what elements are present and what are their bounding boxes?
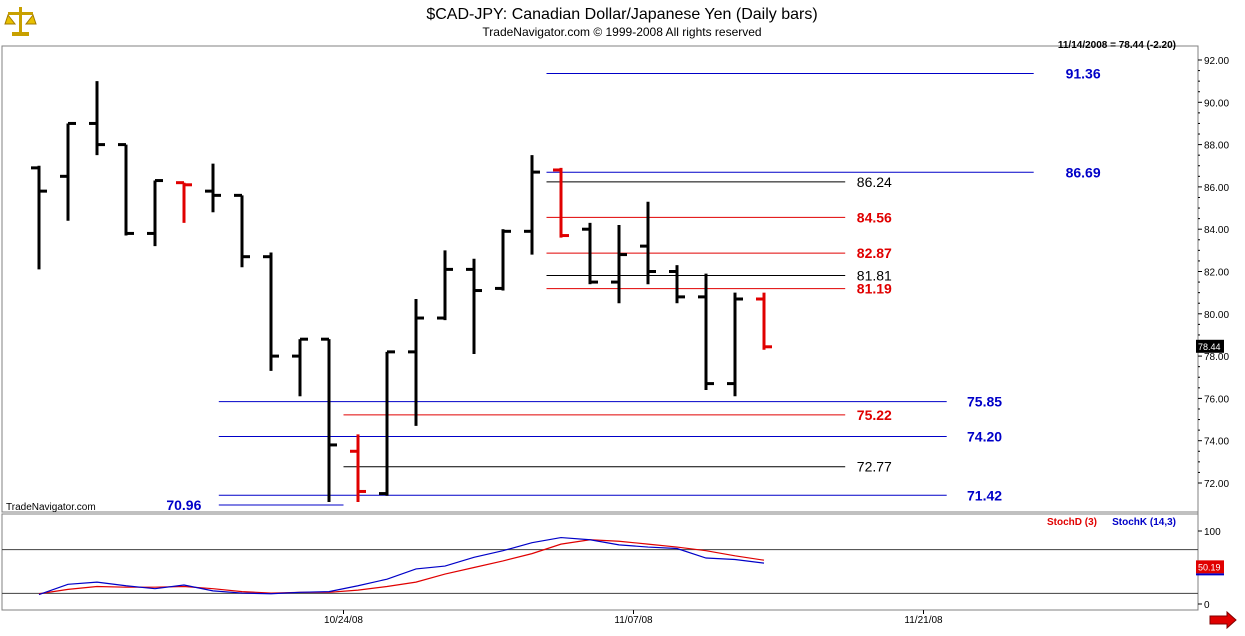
last-quote-text: 11/14/2008 = 78.44 (-2.20): [1058, 40, 1176, 51]
level-label: 70.96: [166, 497, 201, 513]
level-label: 84.56: [857, 209, 892, 225]
scroll-right-arrow-icon[interactable]: [1209, 610, 1237, 630]
level-label: 81.81: [857, 268, 892, 284]
price-tick-label: 90.00: [1204, 98, 1229, 109]
level-label: 81.19: [857, 281, 892, 297]
legend-stochk: StochK (14,3): [1112, 517, 1176, 528]
price-bars: [31, 81, 772, 503]
price-tick-label: 88.00: [1204, 141, 1229, 152]
ohlc-bar: [176, 181, 192, 223]
copyright-text: TradeNavigator.com © 1999-2008 All right…: [482, 25, 761, 39]
date-axis: 10/24/08 11/07/08 11/21/08: [324, 610, 943, 626]
ohlc-bar: [698, 273, 714, 390]
current-price-label: 78.44: [1198, 342, 1221, 352]
level-label: 91.36: [1066, 66, 1101, 82]
balance-scale-icon: [4, 7, 37, 36]
ohlc-bar: [321, 337, 337, 503]
date-label: 10/24/08: [324, 615, 363, 626]
stoch-axis: 100 0 50.19: [2, 527, 1224, 611]
ohlc-bar: [234, 193, 250, 268]
stoch-series-line: [38, 536, 765, 596]
stoch-value-label: 50.19: [1198, 562, 1221, 572]
price-axis: 92.00 90.00 88.00 86.00 84.00 82.00 80.00 78.00…: [1196, 56, 1229, 490]
ohlc-bar: [582, 222, 598, 285]
stoch-lines: [38, 536, 765, 596]
price-tick-label: 76.00: [1204, 394, 1229, 405]
price-tick-label: 92.00: [1204, 56, 1229, 67]
ohlc-bar: [292, 337, 308, 397]
ohlc-bar: [466, 258, 482, 354]
ohlc-bar: [263, 252, 279, 371]
level-label: 74.20: [967, 428, 1002, 444]
level-label: 86.69: [1066, 164, 1101, 180]
ohlc-bar: [147, 179, 163, 247]
price-tick-label: 80.00: [1204, 310, 1229, 321]
ohlc-bar: [118, 143, 134, 236]
price-tick-label: 74.00: [1204, 437, 1229, 448]
ohlc-bar: [31, 165, 47, 270]
price-tick-label: 78.00: [1204, 352, 1229, 363]
level-label: 86.24: [857, 174, 892, 190]
ohlc-bar: [495, 229, 511, 291]
ohlc-bar: [756, 292, 772, 350]
price-tick-label: 84.00: [1204, 225, 1229, 236]
ohlc-bar: [640, 201, 656, 285]
watermark-text: TradeNavigator.com: [6, 502, 96, 513]
stoch-series-line: [38, 539, 765, 595]
price-panel-frame: [1, 45, 1199, 513]
price-tick-label: 72.00: [1204, 479, 1229, 490]
ohlc-bar: [350, 434, 366, 503]
level-label: 71.42: [967, 487, 1002, 503]
ohlc-bar: [379, 350, 395, 496]
level-label: 75.22: [857, 407, 892, 423]
ohlc-bar: [727, 292, 743, 397]
chart-title: $CAD-JPY: Canadian Dollar/Japanese Yen (…: [426, 6, 817, 23]
legend-stochd: StochD (3): [1047, 517, 1097, 528]
ohlc-bar: [205, 163, 221, 213]
level-label: 82.87: [857, 245, 892, 261]
ohlc-bar: [524, 155, 540, 255]
level-label: 72.77: [857, 459, 892, 475]
ohlc-bar: [408, 298, 424, 426]
date-label: 11/07/08: [614, 615, 653, 626]
ohlc-bar: [553, 167, 569, 238]
ohlc-bar: [60, 121, 76, 221]
date-label: 11/21/08: [904, 615, 943, 626]
price-tick-label: 82.00: [1204, 268, 1229, 279]
ohlc-bar: [611, 224, 627, 304]
stoch-panel-frame: [1, 513, 1199, 611]
price-tick-label: 86.00: [1204, 183, 1229, 194]
ohlc-bar: [89, 81, 105, 156]
ohlc-bar: [437, 250, 453, 321]
stoch-value-badge: [1196, 560, 1224, 574]
level-label: 75.85: [967, 394, 1002, 410]
stoch-tick-label: 0: [1204, 600, 1210, 611]
ohlc-bar: [669, 265, 685, 304]
current-price-badge: [1196, 339, 1224, 353]
stoch-tick-label: 100: [1204, 527, 1221, 538]
